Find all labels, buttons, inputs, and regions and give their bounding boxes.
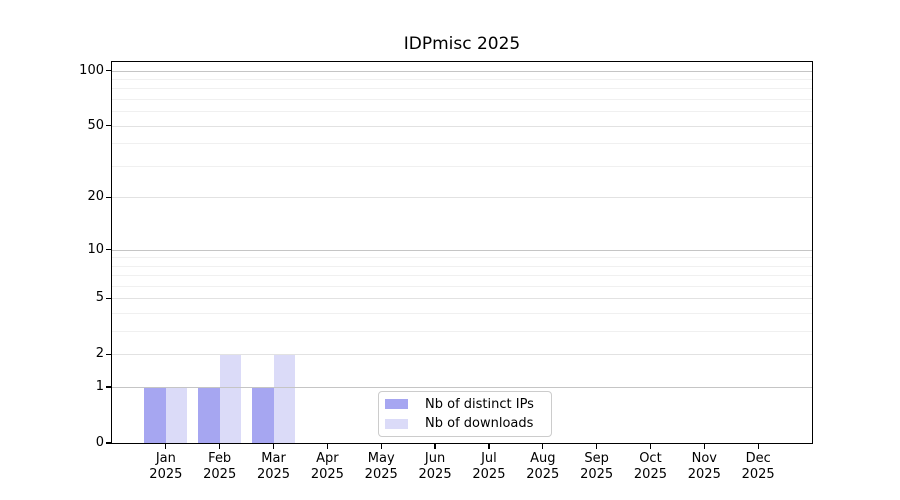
x-tick-label: Mar 2025 xyxy=(256,451,291,482)
x-tick-mark xyxy=(649,443,652,449)
x-tick-label: Oct 2025 xyxy=(633,451,667,482)
bar-distinct-ips xyxy=(198,387,220,443)
y-tick-label: 20 xyxy=(87,189,104,205)
y-tick-label: 2 xyxy=(95,346,104,362)
x-tick-mark xyxy=(596,443,598,449)
x-tick-mark xyxy=(757,443,759,449)
x-tick-mark xyxy=(703,443,705,449)
y-tick-label: 0 xyxy=(95,435,104,450)
chart-title: IDPmisc 2025 xyxy=(403,34,521,54)
x-tick-label: Aug 2025 xyxy=(526,451,560,482)
plot-area xyxy=(112,62,812,443)
y-tick-mark xyxy=(106,297,112,299)
y-gridline-minor xyxy=(112,79,812,80)
y-gridline-major xyxy=(112,354,812,356)
x-tick-label: Nov 2025 xyxy=(687,451,721,482)
y-gridline-minor xyxy=(112,165,812,167)
y-gridline-minor xyxy=(112,99,812,101)
x-tick-mark xyxy=(219,443,221,449)
y-tick-mark xyxy=(106,248,112,251)
bar-downloads xyxy=(273,354,296,443)
x-tick-mark xyxy=(434,443,436,449)
legend-label-downloads: Nb of downloads xyxy=(425,416,534,432)
x-tick-label: May 2025 xyxy=(364,451,398,482)
y-gridline-major xyxy=(112,249,812,251)
y-gridline-minor xyxy=(112,143,812,145)
bar-distinct-ips xyxy=(252,387,274,443)
x-tick-mark xyxy=(272,443,275,449)
x-tick-label: Sep 2025 xyxy=(580,451,614,482)
y-tick-label: 100 xyxy=(79,62,104,78)
legend-item-distinct-ips: Nb of distinct IPs xyxy=(385,397,551,412)
x-tick-label: Jan 2025 xyxy=(149,451,183,482)
y-gridline-minor xyxy=(112,265,812,267)
x-tick-mark xyxy=(542,443,544,449)
y-tick-mark xyxy=(106,69,112,72)
legend-label-distinct-ips: Nb of distinct IPs xyxy=(425,396,534,412)
legend: Nb of distinct IPs Nb of downloads xyxy=(378,391,552,437)
x-tick-label: Jul 2025 xyxy=(472,451,506,482)
y-gridline-minor xyxy=(112,331,812,333)
legend-swatch-downloads xyxy=(385,418,408,429)
y-tick-label: 5 xyxy=(95,290,104,306)
y-gridline-major xyxy=(112,298,812,300)
y-gridline-minor xyxy=(112,111,812,113)
x-tick-label: Dec 2025 xyxy=(741,451,775,482)
x-tick-mark xyxy=(488,443,490,449)
x-tick-mark xyxy=(165,443,167,449)
y-gridline-major xyxy=(112,387,812,389)
y-tick-label: 10 xyxy=(87,241,104,257)
legend-item-downloads: Nb of downloads xyxy=(385,416,551,431)
y-gridline-minor xyxy=(112,285,812,287)
y-tick-mark xyxy=(106,386,112,388)
bar-downloads xyxy=(165,387,188,443)
y-gridline-major xyxy=(112,197,812,199)
bar-distinct-ips xyxy=(144,387,166,443)
y-tick-mark xyxy=(106,196,112,198)
y-gridline-minor xyxy=(112,257,812,259)
x-tick-label: Apr 2025 xyxy=(310,451,344,482)
y-tick-mark xyxy=(106,125,112,127)
legend-swatch-distinct-ips xyxy=(385,399,408,410)
y-tick-label: 1 xyxy=(95,379,104,395)
y-gridline-minor xyxy=(112,88,812,90)
y-tick-label: 50 xyxy=(87,117,104,133)
y-gridline-minor xyxy=(112,313,812,315)
y-gridline-major xyxy=(112,125,812,127)
x-tick-mark xyxy=(380,443,382,449)
bar-downloads xyxy=(219,354,242,443)
x-tick-label: Jun 2025 xyxy=(418,451,452,482)
y-gridline-minor xyxy=(112,275,812,277)
x-tick-mark xyxy=(326,443,328,449)
y-tick-mark xyxy=(106,353,112,355)
x-tick-label: Feb 2025 xyxy=(203,451,237,482)
y-gridline-major xyxy=(112,70,812,72)
y-tick-mark xyxy=(106,442,112,444)
